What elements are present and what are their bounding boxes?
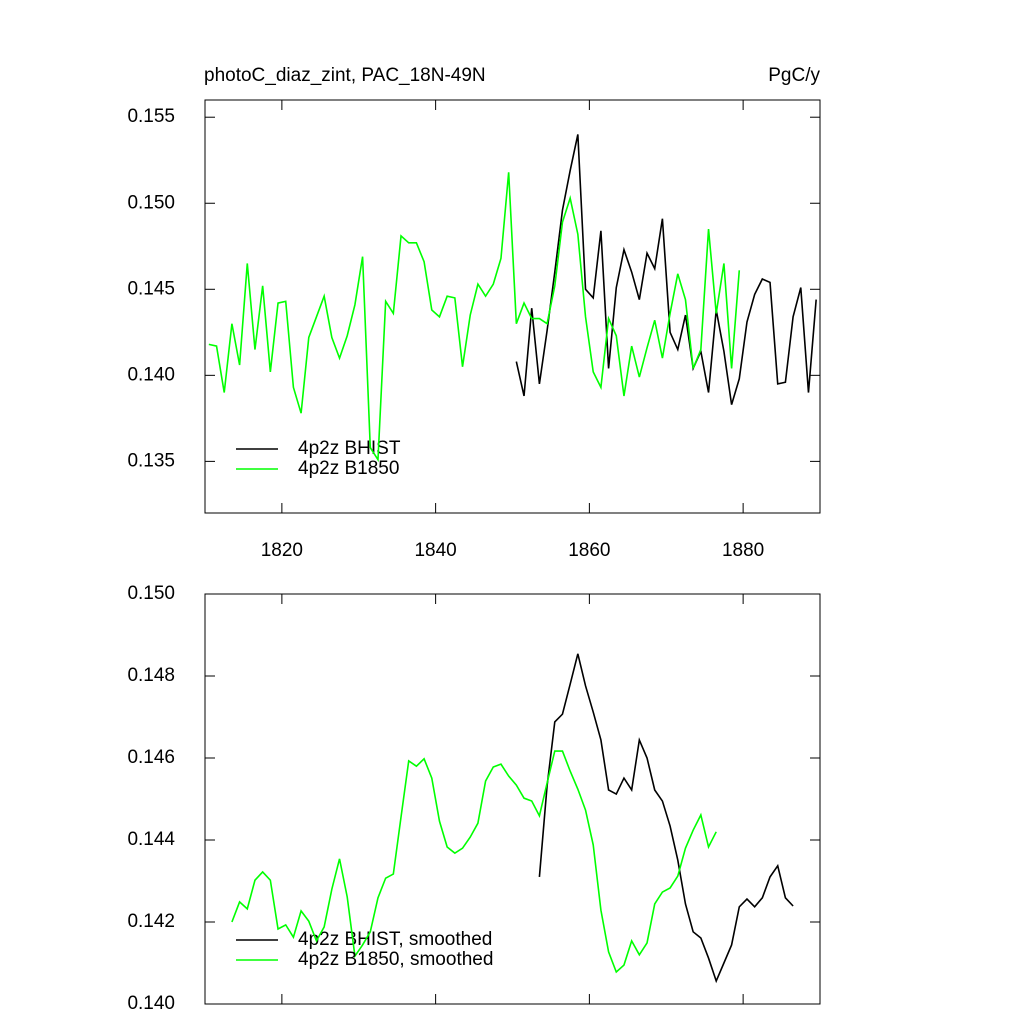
y-tick-label: 0.150 <box>127 192 175 213</box>
y-tick-label: 0.135 <box>127 450 175 471</box>
x-tick-label: 1880 <box>722 540 764 561</box>
data-line <box>231 750 717 974</box>
units-label: PgC/y <box>768 65 820 86</box>
y-tick-label: 0.150 <box>127 583 175 604</box>
y-tick-label: 0.142 <box>127 911 175 932</box>
y-tick-label: 0.146 <box>127 747 175 768</box>
chart-title: photoC_diaz_zint, PAC_18N-49N <box>204 65 486 86</box>
data-line <box>208 172 741 463</box>
legend-label: 4p2z B1850, smoothed <box>298 949 493 970</box>
data-line <box>538 653 794 984</box>
y-tick-label: 0.148 <box>127 665 175 686</box>
x-tick-label: 1860 <box>568 540 610 561</box>
y-tick-label: 0.155 <box>127 106 175 127</box>
y-tick-label: 0.140 <box>127 993 175 1014</box>
legend-label: 4p2z B1850 <box>298 458 399 479</box>
legend-label: 4p2z BHIST, smoothed <box>298 929 492 950</box>
data-line <box>515 134 817 405</box>
legend-label: 4p2z BHIST <box>298 438 401 459</box>
x-tick-label: 1840 <box>414 540 456 561</box>
y-tick-label: 0.145 <box>127 278 175 299</box>
y-tick-label: 0.144 <box>127 829 175 850</box>
plot-frame <box>204 99 821 514</box>
y-tick-label: 0.140 <box>127 364 175 385</box>
plot-frame <box>204 593 821 1005</box>
x-tick-label: 1820 <box>261 540 303 561</box>
